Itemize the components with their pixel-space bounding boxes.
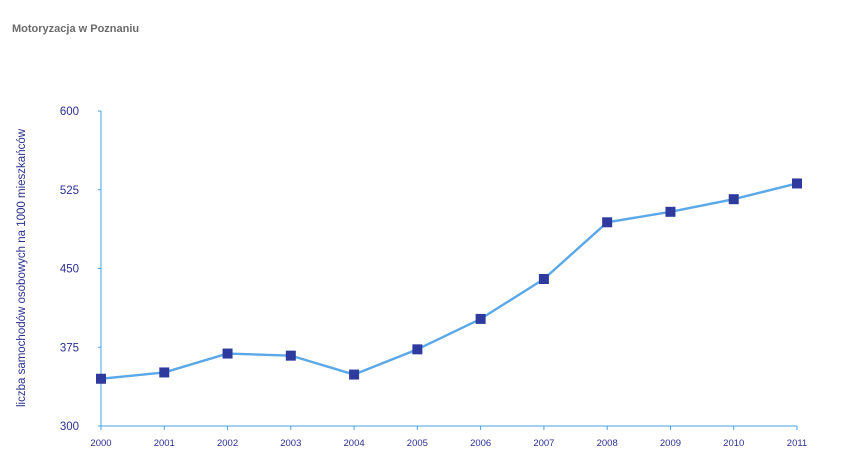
x-tick-label: 2002 xyxy=(217,438,238,449)
data-point xyxy=(792,178,802,189)
series-line xyxy=(100,182,798,380)
data-point xyxy=(412,344,423,355)
x-tick-label: 2004 xyxy=(344,438,365,449)
data-point xyxy=(665,206,676,217)
axes xyxy=(100,111,797,427)
x-tick-label: 2000 xyxy=(90,438,111,449)
x-tick-label: 2008 xyxy=(597,438,618,449)
chart-title: Motoryzacja w Poznaniu xyxy=(12,23,140,35)
y-tick-label: 600 xyxy=(60,106,79,118)
x-tick-label: 2011 xyxy=(787,438,807,449)
x-ticks: 2000 2001 2002 2003 2004 2005 2006 2007 2008 2009… xyxy=(90,426,807,449)
data-point xyxy=(475,313,486,324)
x-tick-label: 2006 xyxy=(470,438,491,449)
y-tick-label: 375 xyxy=(60,342,79,354)
data-point xyxy=(159,367,170,378)
series xyxy=(96,178,802,384)
data-point xyxy=(96,373,106,384)
x-tick-label: 2010 xyxy=(723,438,744,449)
x-tick-label: 2003 xyxy=(280,438,301,449)
data-point xyxy=(538,274,549,284)
y-ticks: 300 375 450 525 600 xyxy=(60,106,101,433)
x-tick-label: 2007 xyxy=(533,438,554,449)
x-tick-label: 2009 xyxy=(660,438,681,449)
x-tick-label: 2005 xyxy=(407,438,428,449)
y-axis-label: liczba samochodów osobowych na 1000 mies… xyxy=(16,128,28,407)
data-point xyxy=(602,217,613,228)
y-tick-label: 300 xyxy=(60,421,79,433)
x-tick-label: 2001 xyxy=(154,438,175,449)
y-tick-label: 525 xyxy=(60,185,79,197)
data-point xyxy=(285,350,296,361)
data-point xyxy=(728,194,739,205)
y-tick-label: 450 xyxy=(60,264,79,276)
data-point xyxy=(222,348,233,359)
data-point xyxy=(349,369,360,380)
